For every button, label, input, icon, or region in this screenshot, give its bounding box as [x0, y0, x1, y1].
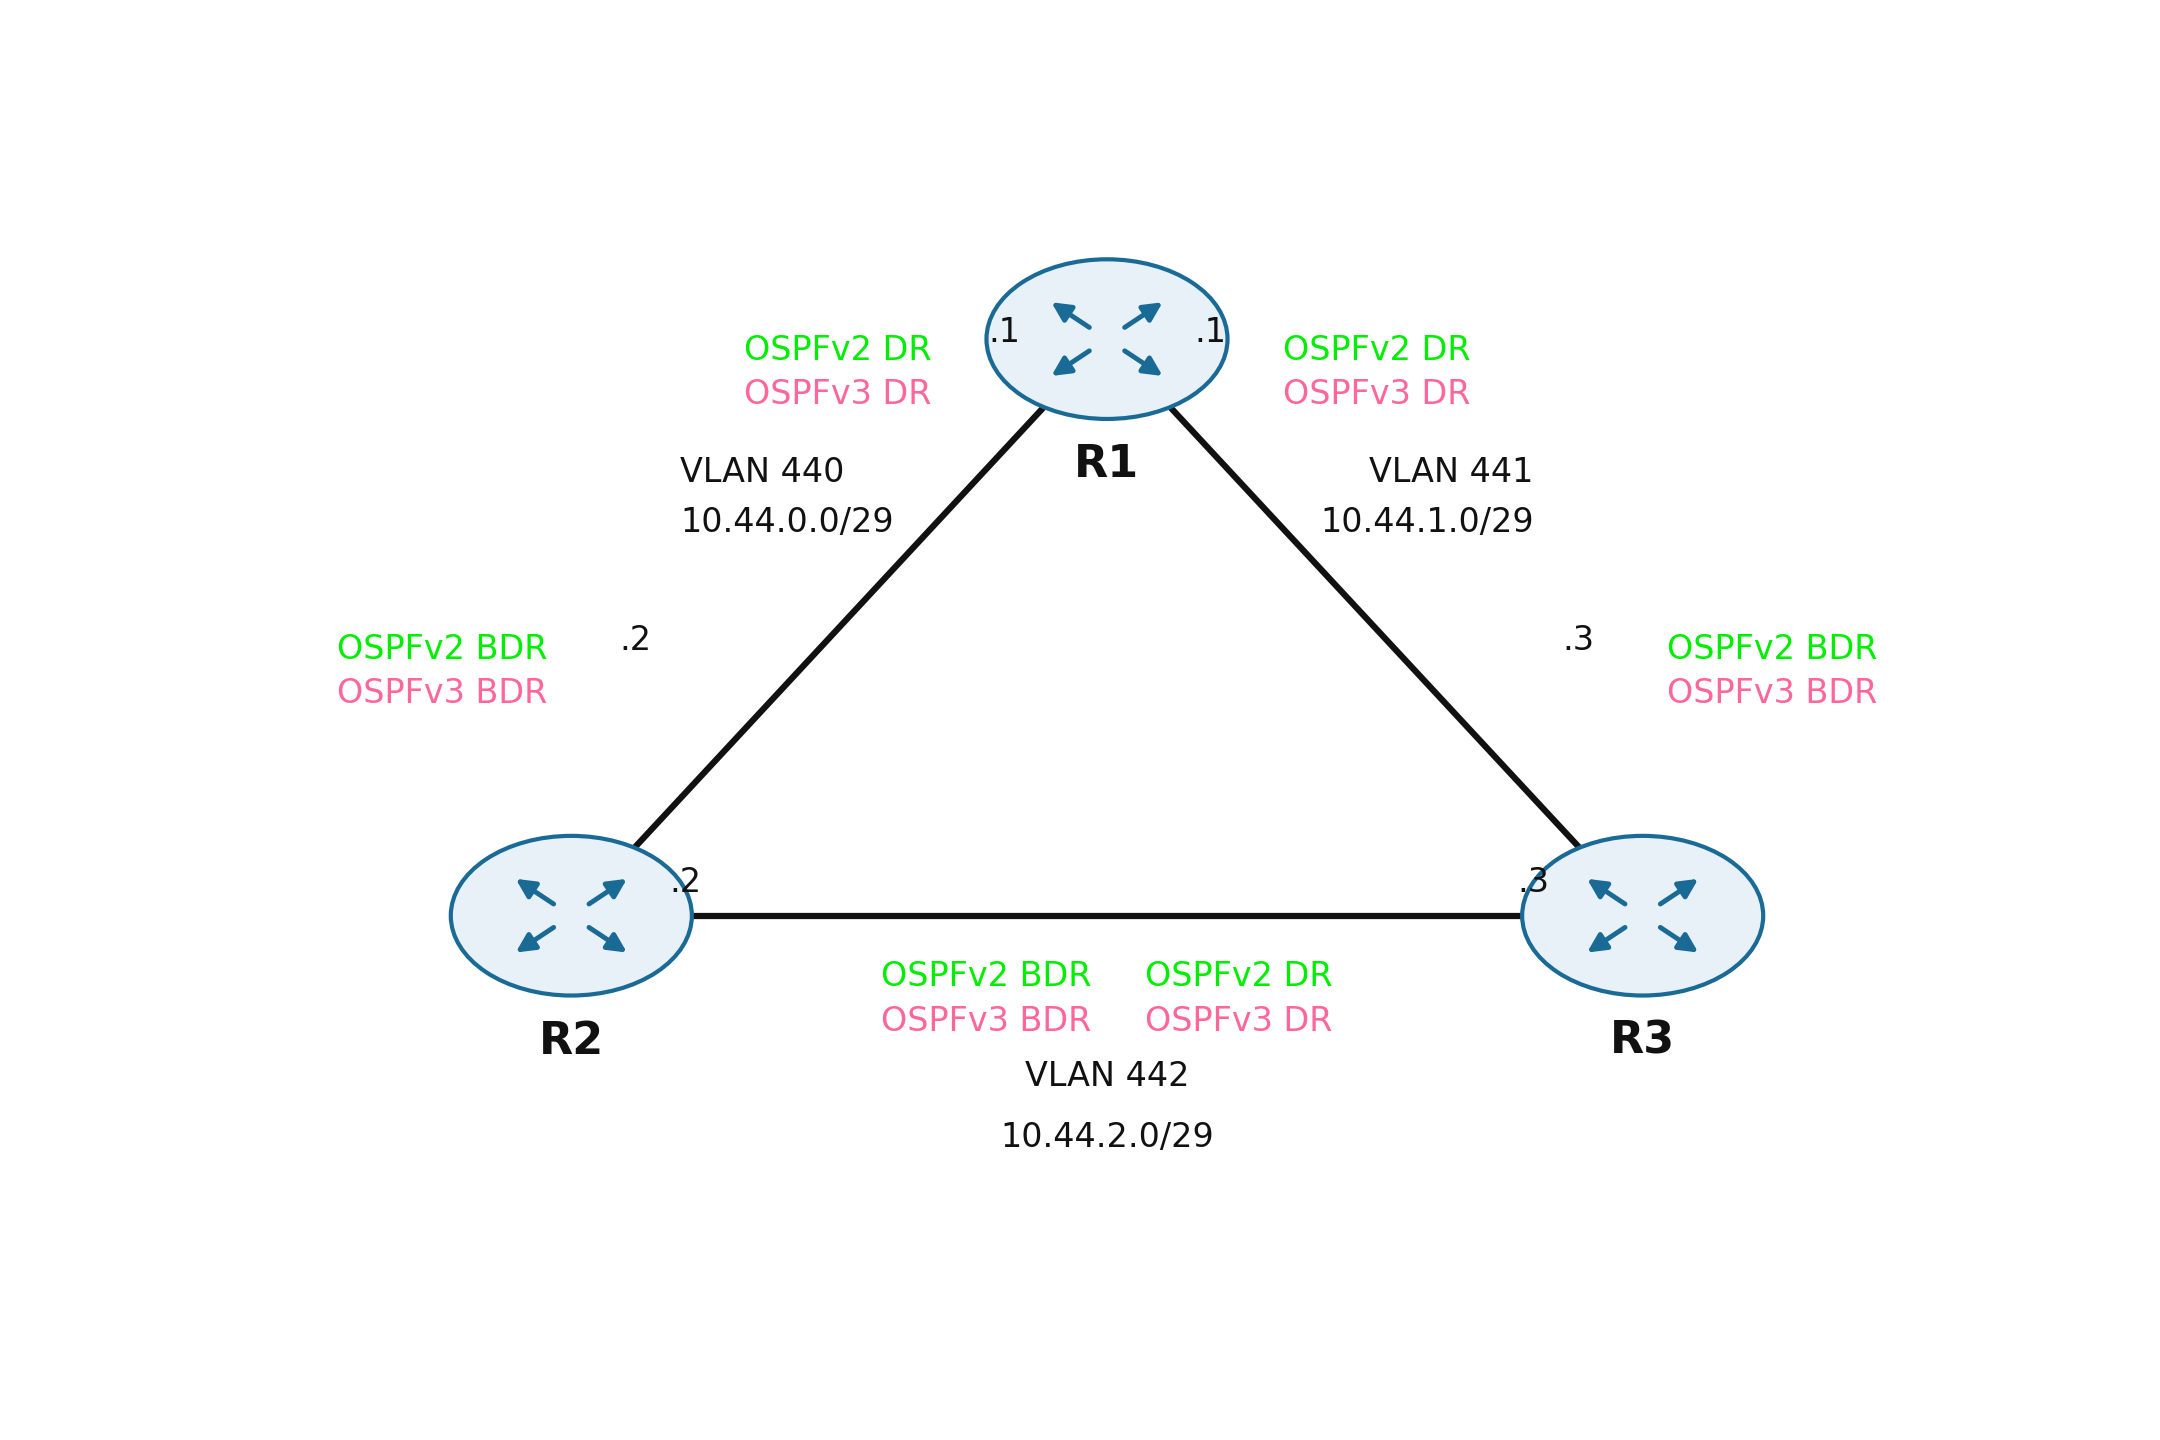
- Circle shape: [987, 259, 1227, 419]
- Text: 10.44.2.0/29: 10.44.2.0/29: [1000, 1120, 1214, 1153]
- Text: OSPFv3 BDR: OSPFv3 BDR: [1668, 677, 1877, 710]
- Text: VLAN 441: VLAN 441: [1369, 455, 1534, 488]
- Text: OSPFv3 BDR: OSPFv3 BDR: [881, 1005, 1091, 1038]
- Text: OSPFv2 BDR: OSPFv2 BDR: [337, 634, 546, 667]
- Circle shape: [451, 835, 691, 995]
- Text: .1: .1: [1194, 315, 1227, 348]
- Text: VLAN 442: VLAN 442: [1024, 1060, 1190, 1093]
- Text: .1: .1: [987, 315, 1020, 348]
- Text: R3: R3: [1609, 1020, 1676, 1063]
- Text: 10.44.0.0/29: 10.44.0.0/29: [680, 505, 894, 539]
- Text: OSPFv2 BDR: OSPFv2 BDR: [881, 960, 1091, 994]
- Text: .3: .3: [1562, 624, 1594, 657]
- Text: .2: .2: [670, 865, 702, 899]
- Text: .3: .3: [1516, 865, 1549, 899]
- Text: OSPFv2 BDR: OSPFv2 BDR: [1668, 634, 1877, 667]
- Text: 10.44.1.0/29: 10.44.1.0/29: [1320, 505, 1534, 539]
- Circle shape: [1523, 835, 1763, 995]
- Text: R2: R2: [538, 1020, 605, 1063]
- Text: OSPFv3 DR: OSPFv3 DR: [1283, 379, 1471, 410]
- Text: OSPFv2 DR: OSPFv2 DR: [1283, 334, 1471, 367]
- Text: OSPFv2 DR: OSPFv2 DR: [1145, 960, 1333, 994]
- Text: OSPFv3 DR: OSPFv3 DR: [743, 379, 931, 410]
- Text: .2: .2: [620, 624, 652, 657]
- Text: OSPFv2 DR: OSPFv2 DR: [743, 334, 931, 367]
- Text: VLAN 440: VLAN 440: [680, 455, 845, 488]
- Text: OSPFv3 DR: OSPFv3 DR: [1145, 1005, 1333, 1038]
- Text: R1: R1: [1074, 444, 1140, 487]
- Text: OSPFv3 BDR: OSPFv3 BDR: [337, 677, 546, 710]
